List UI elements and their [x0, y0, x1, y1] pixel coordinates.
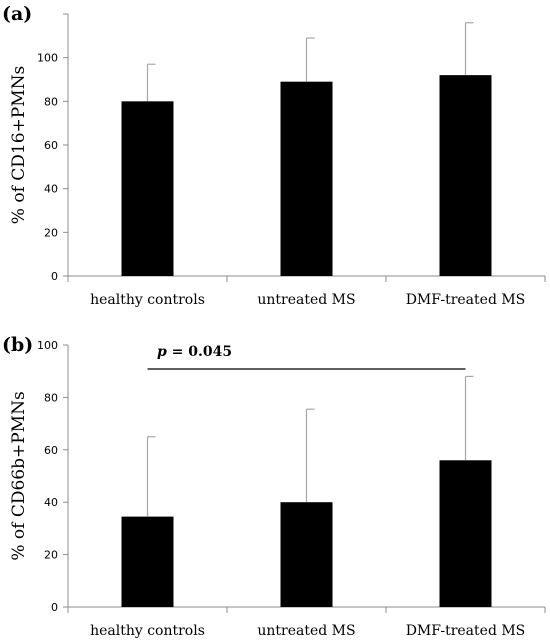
panel-label: (a) [2, 3, 32, 25]
y-tick-label: 100 [37, 52, 58, 65]
y-tick-label: 20 [44, 226, 58, 239]
category-label: healthy controls [90, 292, 205, 308]
y-tick-label: 0 [51, 270, 58, 283]
y-tick-label: 100 [37, 339, 58, 352]
bar-1 [121, 101, 174, 276]
y-axis-title: % of CD16+PMNs [9, 66, 29, 224]
bar-3 [439, 75, 492, 276]
category-label: DMF-treated MS [406, 623, 526, 639]
chart-panel-1: (a) % of CD16+PMNs 0 20 40 60 80 100 healthy con… [2, 3, 546, 308]
category-label: untreated MS [257, 623, 355, 639]
bar-2 [280, 502, 333, 607]
panel-label: (b) [2, 334, 33, 356]
p-value-text: = 0.045 [167, 344, 232, 360]
y-tick-label: 80 [44, 95, 58, 108]
y-tick-label: 60 [44, 139, 58, 152]
bar-2 [280, 81, 333, 276]
p-value-label: p = 0.045 [157, 344, 232, 360]
bar-1 [121, 516, 174, 607]
category-label: healthy controls [90, 623, 205, 639]
y-axis-title: % of CD66b+PMNs [9, 391, 29, 560]
y-tick-label: 40 [44, 183, 58, 196]
y-tick-label: 60 [44, 444, 58, 457]
category-label: DMF-treated MS [406, 292, 526, 308]
y-tick-label: 80 [44, 391, 58, 404]
y-tick-label: 0 [51, 601, 58, 614]
chart-panel-2: (b) % of CD66b+PMNs 0 20 40 60 80 100 healthy co… [2, 334, 546, 639]
bar-3 [439, 460, 492, 607]
y-tick-label: 20 [44, 549, 58, 562]
category-label: untreated MS [257, 292, 355, 308]
p-symbol: p [157, 344, 167, 360]
y-tick-label: 40 [44, 496, 58, 509]
